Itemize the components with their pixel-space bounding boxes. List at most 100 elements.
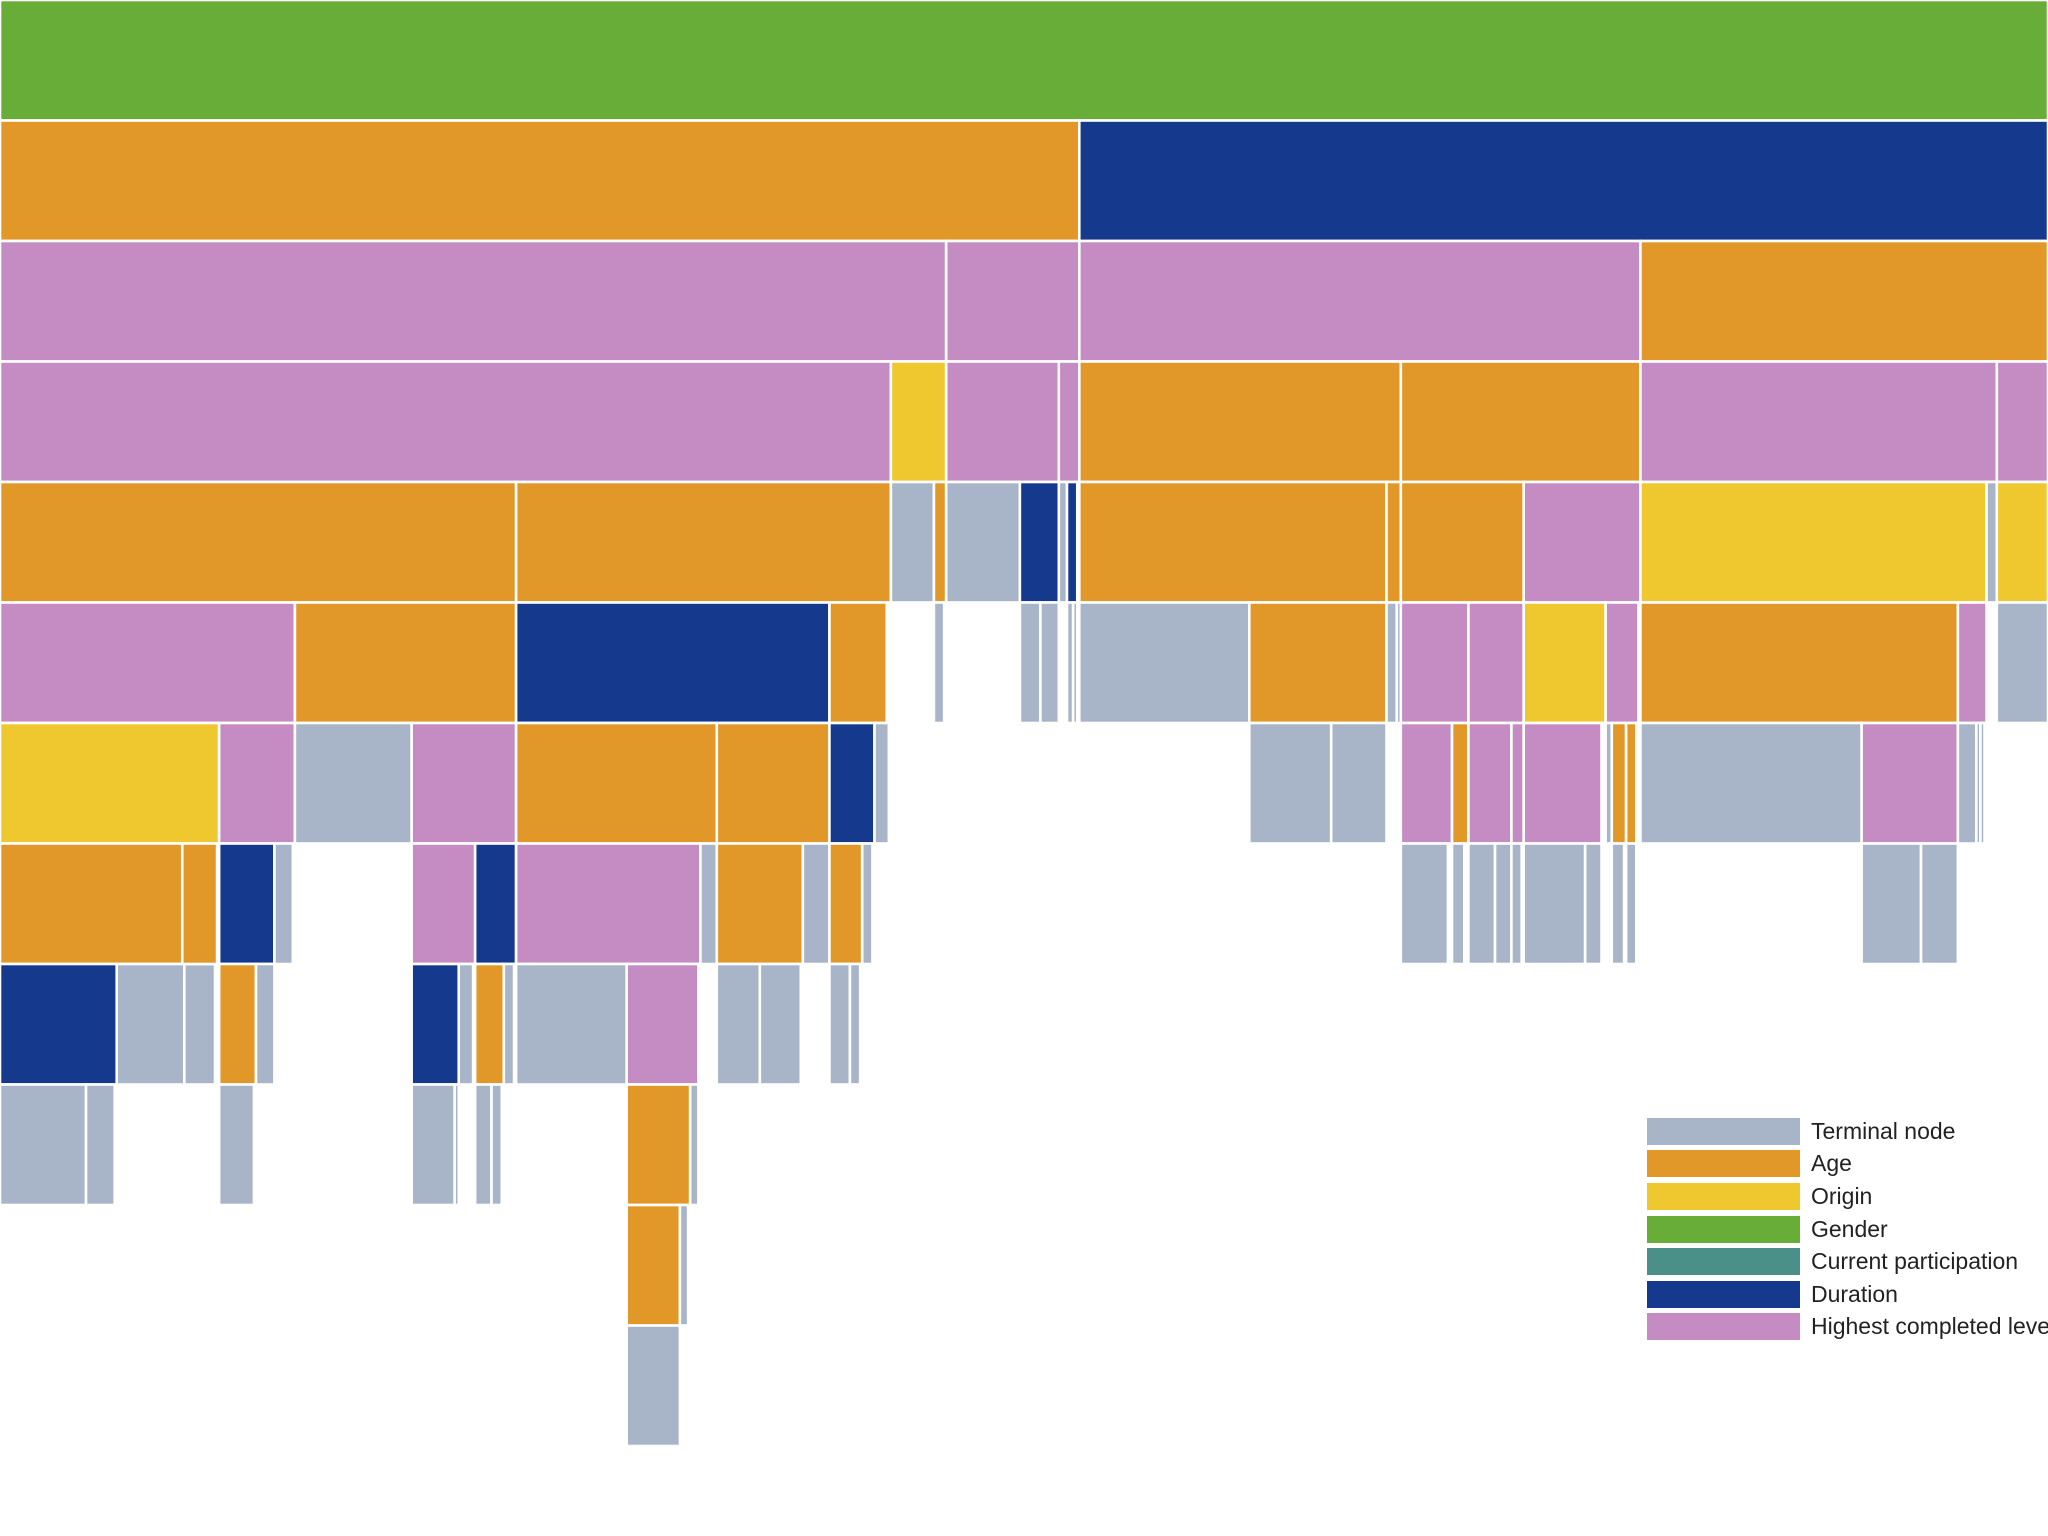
node-age-d7	[828, 842, 864, 966]
node-duration-d1	[1078, 119, 2048, 243]
node-terminal-node-d7	[1522, 842, 1587, 966]
node-age-d6	[1450, 721, 1470, 845]
node-terminal-node-d8	[115, 962, 186, 1086]
node-terminal-node-d9	[410, 1083, 456, 1207]
node-terminal-node-d7	[1450, 842, 1466, 966]
node-highest-completed-level-d7	[410, 842, 477, 966]
node-terminal-node-d9	[84, 1083, 116, 1207]
node-age-d5	[1639, 601, 1960, 725]
node-terminal-node-d10	[678, 1203, 690, 1327]
node-highest-completed-level-d4	[1522, 480, 1642, 604]
node-terminal-node-d6	[293, 721, 413, 845]
legend-swatch-age	[1647, 1150, 1800, 1178]
node-terminal-node-d6	[1956, 721, 1978, 845]
node-highest-completed-level-d3	[1995, 360, 2048, 484]
node-duration-d4	[1018, 480, 1061, 604]
node-terminal-node-d8	[715, 962, 762, 1086]
node-terminal-node-d5	[1995, 601, 2048, 725]
node-age-d6	[1624, 721, 1638, 845]
node-age-d7	[0, 842, 184, 966]
node-terminal-node-d6	[1247, 721, 1333, 845]
node-terminal-node-d6	[1979, 721, 1986, 845]
node-terminal-node-d7	[1399, 842, 1450, 966]
node-origin-d4	[1639, 480, 1988, 604]
node-terminal-node-d7	[273, 842, 295, 966]
node-highest-completed-level-d3	[944, 360, 1061, 484]
node-terminal-node-d7	[801, 842, 831, 966]
node-age-d4	[1399, 480, 1526, 604]
node-terminal-node-d8	[758, 962, 803, 1086]
legend-label-terminal-node: Terminal node	[1811, 1117, 1956, 1144]
node-terminal-node-d8	[457, 962, 475, 1086]
node-age-d1	[0, 119, 1081, 243]
node-highest-completed-level-d5	[0, 601, 297, 725]
node-terminal-node-d7	[1610, 842, 1626, 966]
node-terminal-node-d7	[1583, 842, 1603, 966]
node-terminal-node-d8	[254, 962, 276, 1086]
node-terminal-node-d7	[1919, 842, 1960, 966]
node-highest-completed-level-d5	[1467, 601, 1526, 725]
node-highest-completed-level-d6	[1399, 721, 1454, 845]
node-terminal-node-d4	[944, 480, 1022, 604]
legend-item-duration: Duration	[1647, 1278, 2047, 1311]
node-terminal-node-d8	[183, 962, 217, 1086]
legend-item-current-participation: Current participation	[1647, 1245, 2047, 1278]
node-terminal-node-d5	[1385, 601, 1399, 725]
node-terminal-node-d8	[502, 962, 516, 1086]
node-age-d3	[1078, 360, 1403, 484]
node-highest-completed-level-d6	[1467, 721, 1513, 845]
node-highest-completed-level-d6	[217, 721, 297, 845]
node-origin-d3	[889, 360, 948, 484]
node-duration-d6	[828, 721, 876, 845]
node-age-d6	[1610, 721, 1628, 845]
node-terminal-node-d5	[1078, 601, 1251, 725]
legend-swatch-highest-completed-level	[1647, 1313, 1800, 1341]
node-terminal-node-d9	[453, 1083, 461, 1207]
node-age-d5	[828, 601, 889, 725]
node-terminal-node-d8	[828, 962, 852, 1086]
legend-swatch-gender	[1647, 1215, 1800, 1243]
node-age-d2	[1639, 239, 2048, 363]
node-terminal-node-d7	[1493, 842, 1513, 966]
legend-item-age: Age	[1647, 1148, 2047, 1181]
node-terminal-node-d6	[1639, 721, 1863, 845]
node-age-d6	[715, 721, 831, 845]
node-terminal-node-d6	[1329, 721, 1388, 845]
node-terminal-node-d9	[473, 1083, 493, 1207]
legend-swatch-terminal-node	[1647, 1117, 1800, 1145]
legend-label-origin: Origin	[1811, 1182, 1873, 1209]
node-highest-completed-level-d8	[625, 962, 700, 1086]
node-terminal-node-d5	[1018, 601, 1042, 725]
node-age-d7	[715, 842, 805, 966]
legend-label-duration: Duration	[1811, 1280, 1898, 1307]
node-age-d10	[625, 1203, 682, 1327]
legend-label-highest-completed-level: Highest completed level	[1811, 1313, 2048, 1340]
node-age-d8	[473, 962, 506, 1086]
node-age-d5	[293, 601, 518, 725]
node-terminal-node-d9	[490, 1083, 504, 1207]
node-highest-completed-level-d2	[0, 239, 948, 363]
legend-item-highest-completed-level: Highest completed level	[1647, 1311, 2048, 1344]
legend-label-age: Age	[1811, 1150, 1852, 1177]
node-highest-completed-level-d6	[1522, 721, 1603, 845]
legend-item-origin: Origin	[1647, 1180, 2047, 1213]
node-highest-completed-level-d6	[1510, 721, 1526, 845]
node-terminal-node-d5	[932, 601, 946, 725]
node-age-d3	[1399, 360, 1642, 484]
node-terminal-node-d11	[625, 1324, 682, 1448]
node-highest-completed-level-d2	[944, 239, 1081, 363]
node-age-d8	[217, 962, 258, 1086]
node-age-d4	[514, 480, 893, 604]
node-age-d4	[1385, 480, 1403, 604]
node-terminal-node-d4	[889, 480, 936, 604]
node-age-d4	[932, 480, 948, 604]
node-age-d5	[1247, 601, 1388, 725]
node-origin-d5	[1522, 601, 1607, 725]
node-terminal-node-d7	[1624, 842, 1638, 966]
node-terminal-node-d7	[699, 842, 719, 966]
node-gender-d0	[0, 0, 2048, 122]
node-terminal-node-d8	[848, 962, 862, 1086]
legend-swatch-origin	[1647, 1182, 1800, 1210]
node-terminal-node-d7	[1860, 842, 1923, 966]
legend-label-current-participation: Current participation	[1811, 1248, 2019, 1275]
